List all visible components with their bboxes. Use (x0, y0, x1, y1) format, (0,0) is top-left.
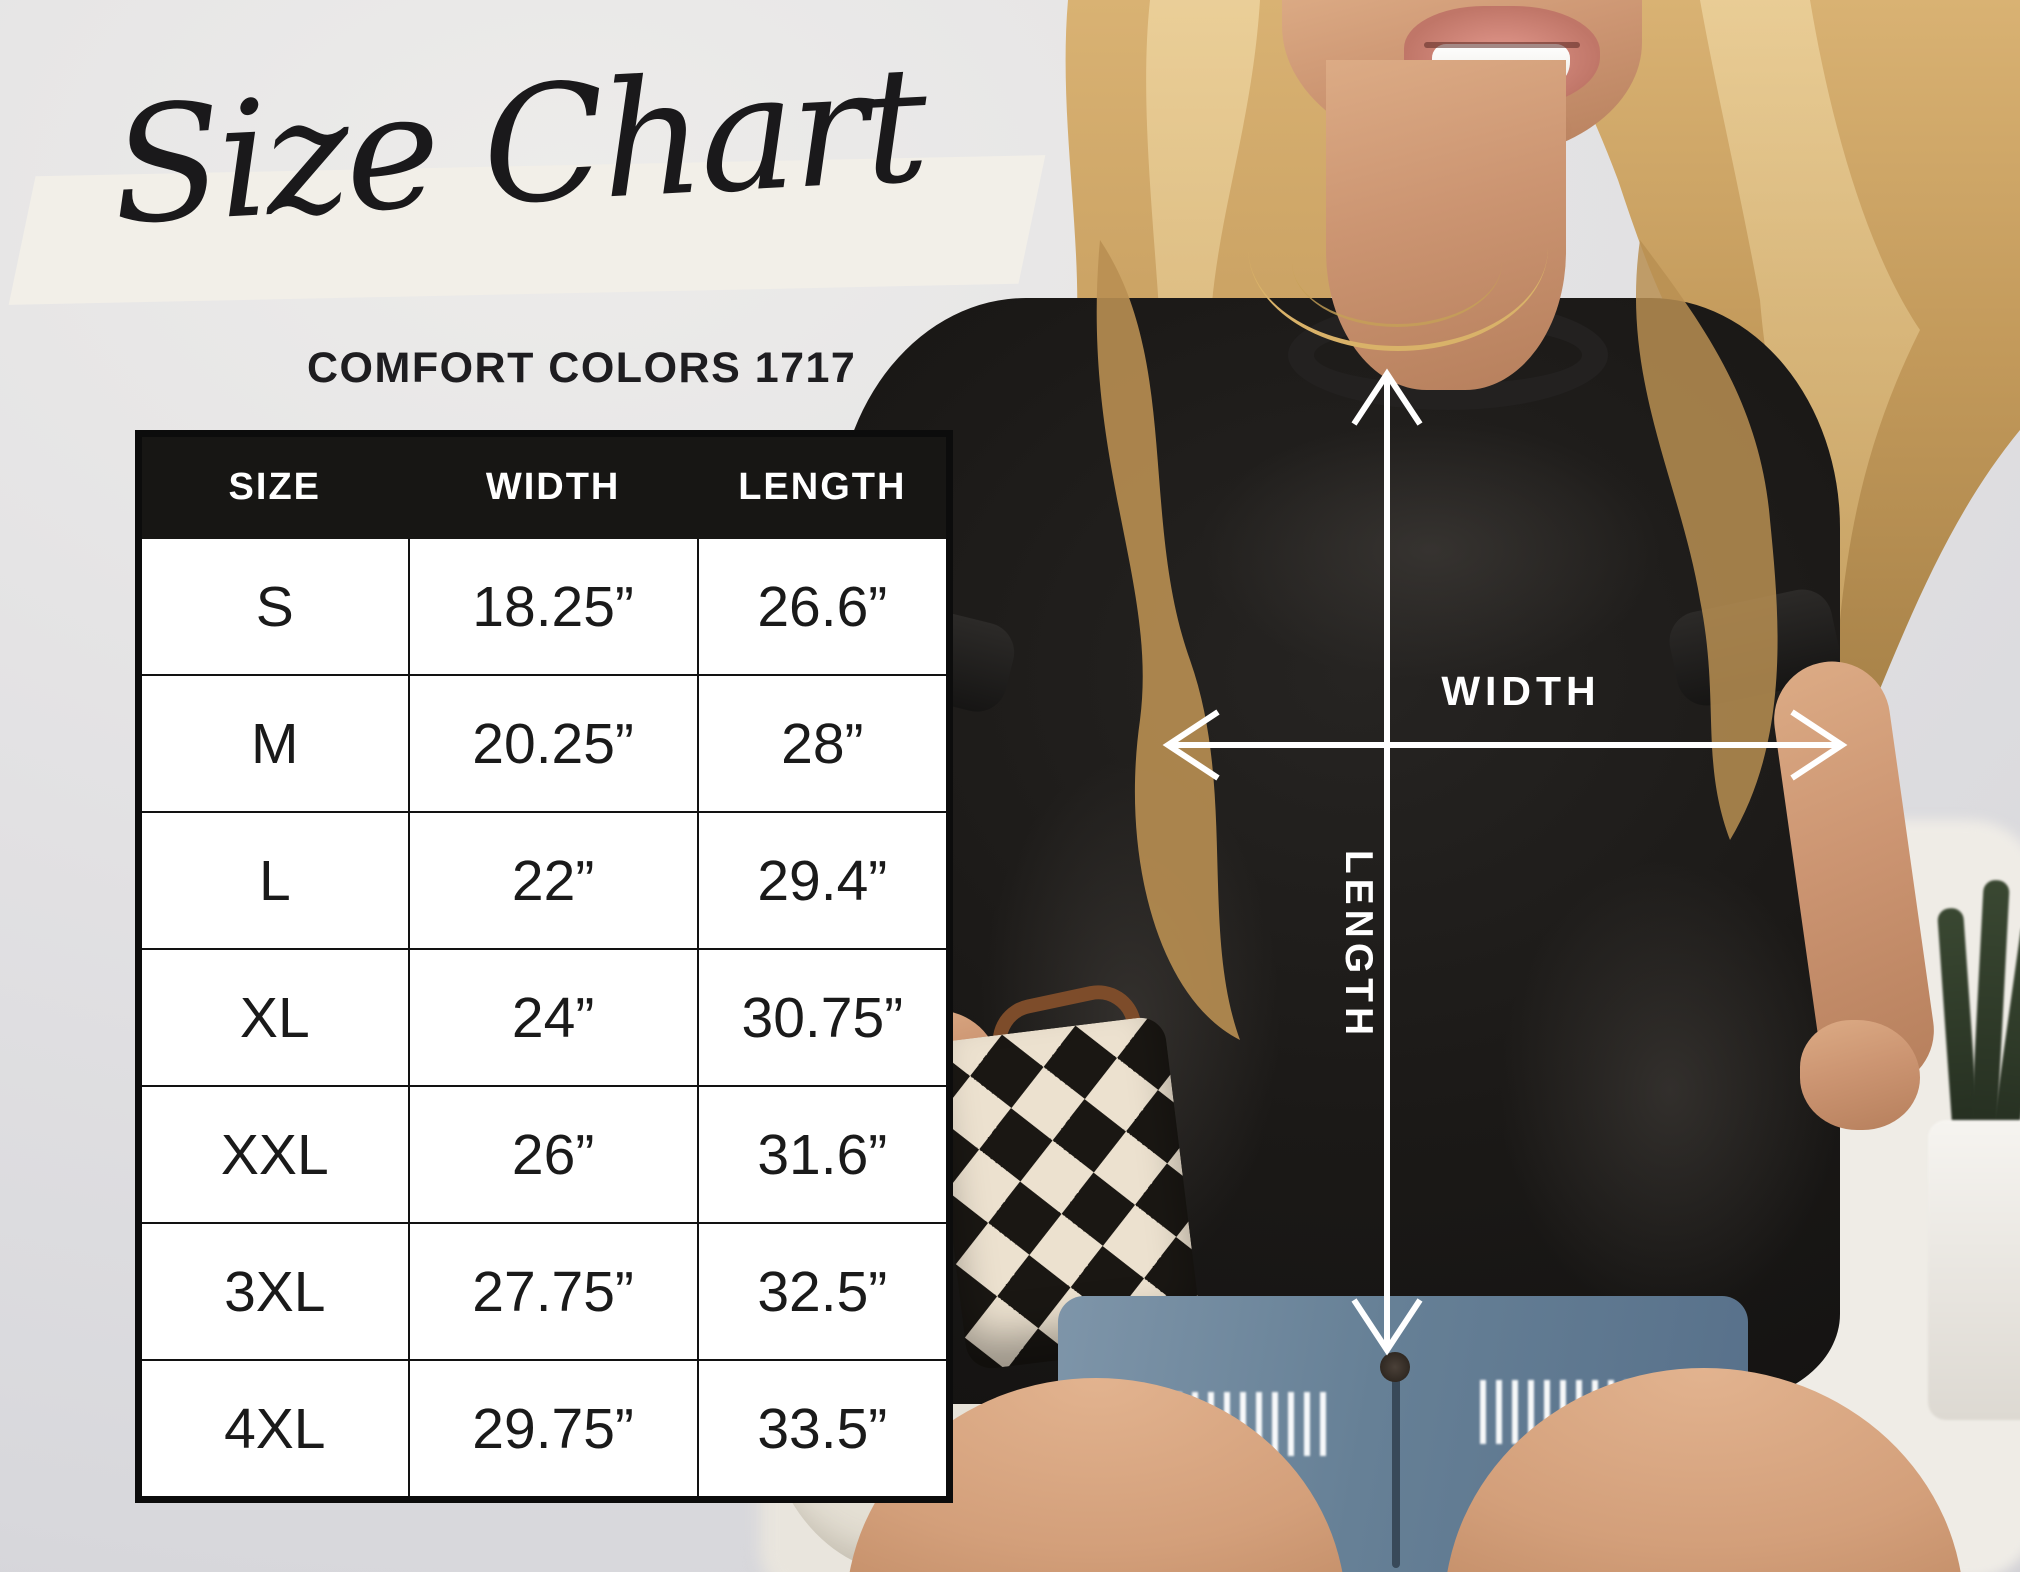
length-cell: 30.75” (696, 948, 951, 1087)
length-cell: 33.5” (696, 1359, 951, 1501)
size-cell: 3XL (137, 1222, 410, 1361)
size-cell: M (137, 674, 410, 813)
size-chart-table: SIZE WIDTH LENGTH S 18.25” 26.6” M 20.25” 28” L 2… (135, 430, 953, 1503)
page-title: Size Chart (107, 30, 929, 261)
planter-pot (1928, 1120, 2020, 1420)
column-header-width: WIDTH (407, 432, 699, 539)
width-measurement-label: WIDTH (1441, 668, 1601, 714)
width-cell: 26” (407, 1085, 699, 1224)
length-measurement-label: LENGTH (1337, 849, 1380, 1041)
width-cell: 18.25” (407, 537, 699, 676)
table-body: S 18.25” 26.6” M 20.25” 28” L 22” 29.4” XL 24” 30.7… (137, 537, 951, 1501)
page-subtitle: COMFORT COLORS 1717 (307, 344, 857, 392)
length-cell: 29.4” (696, 811, 951, 950)
table-header-row: SIZE WIDTH LENGTH (137, 432, 951, 539)
smile-line (1424, 42, 1580, 48)
column-header-length: LENGTH (696, 432, 951, 539)
tshirt-fold (1200, 420, 1660, 680)
size-cell: XL (137, 948, 410, 1087)
width-cell: 22” (407, 811, 699, 950)
right-hand (1800, 1020, 1920, 1130)
gold-necklace-second-strand (1292, 250, 1502, 327)
width-cell: 29.75” (407, 1359, 699, 1501)
length-cell: 26.6” (696, 537, 951, 676)
size-row-xl: XL 24” 30.75” (137, 948, 951, 1087)
tshirt-fold (1500, 860, 1840, 1320)
width-cell: 20.25” (407, 674, 699, 813)
width-cell: 24” (407, 948, 699, 1087)
gold-necklace (1248, 242, 1548, 351)
length-cell: 31.6” (696, 1085, 951, 1224)
shorts-button (1380, 1352, 1410, 1382)
shorts-fly-seam (1392, 1368, 1400, 1568)
size-cell: S (137, 537, 410, 676)
column-header-size: SIZE (137, 432, 410, 539)
size-cell: L (137, 811, 410, 950)
size-row-3xl: 3XL 27.75” 32.5” (137, 1222, 951, 1361)
size-cell: XXL (137, 1085, 410, 1224)
width-cell: 27.75” (407, 1222, 699, 1361)
size-row-4xl: 4XL 29.75” 33.5” (137, 1359, 951, 1501)
size-row-xxl: XXL 26” 31.6” (137, 1085, 951, 1224)
length-cell: 28” (696, 674, 951, 813)
length-cell: 32.5” (696, 1222, 951, 1361)
size-row-m: M 20.25” 28” (137, 674, 951, 813)
size-cell: 4XL (137, 1359, 410, 1501)
size-row-l: L 22” 29.4” (137, 811, 951, 950)
size-row-s: S 18.25” 26.6” (137, 537, 951, 676)
